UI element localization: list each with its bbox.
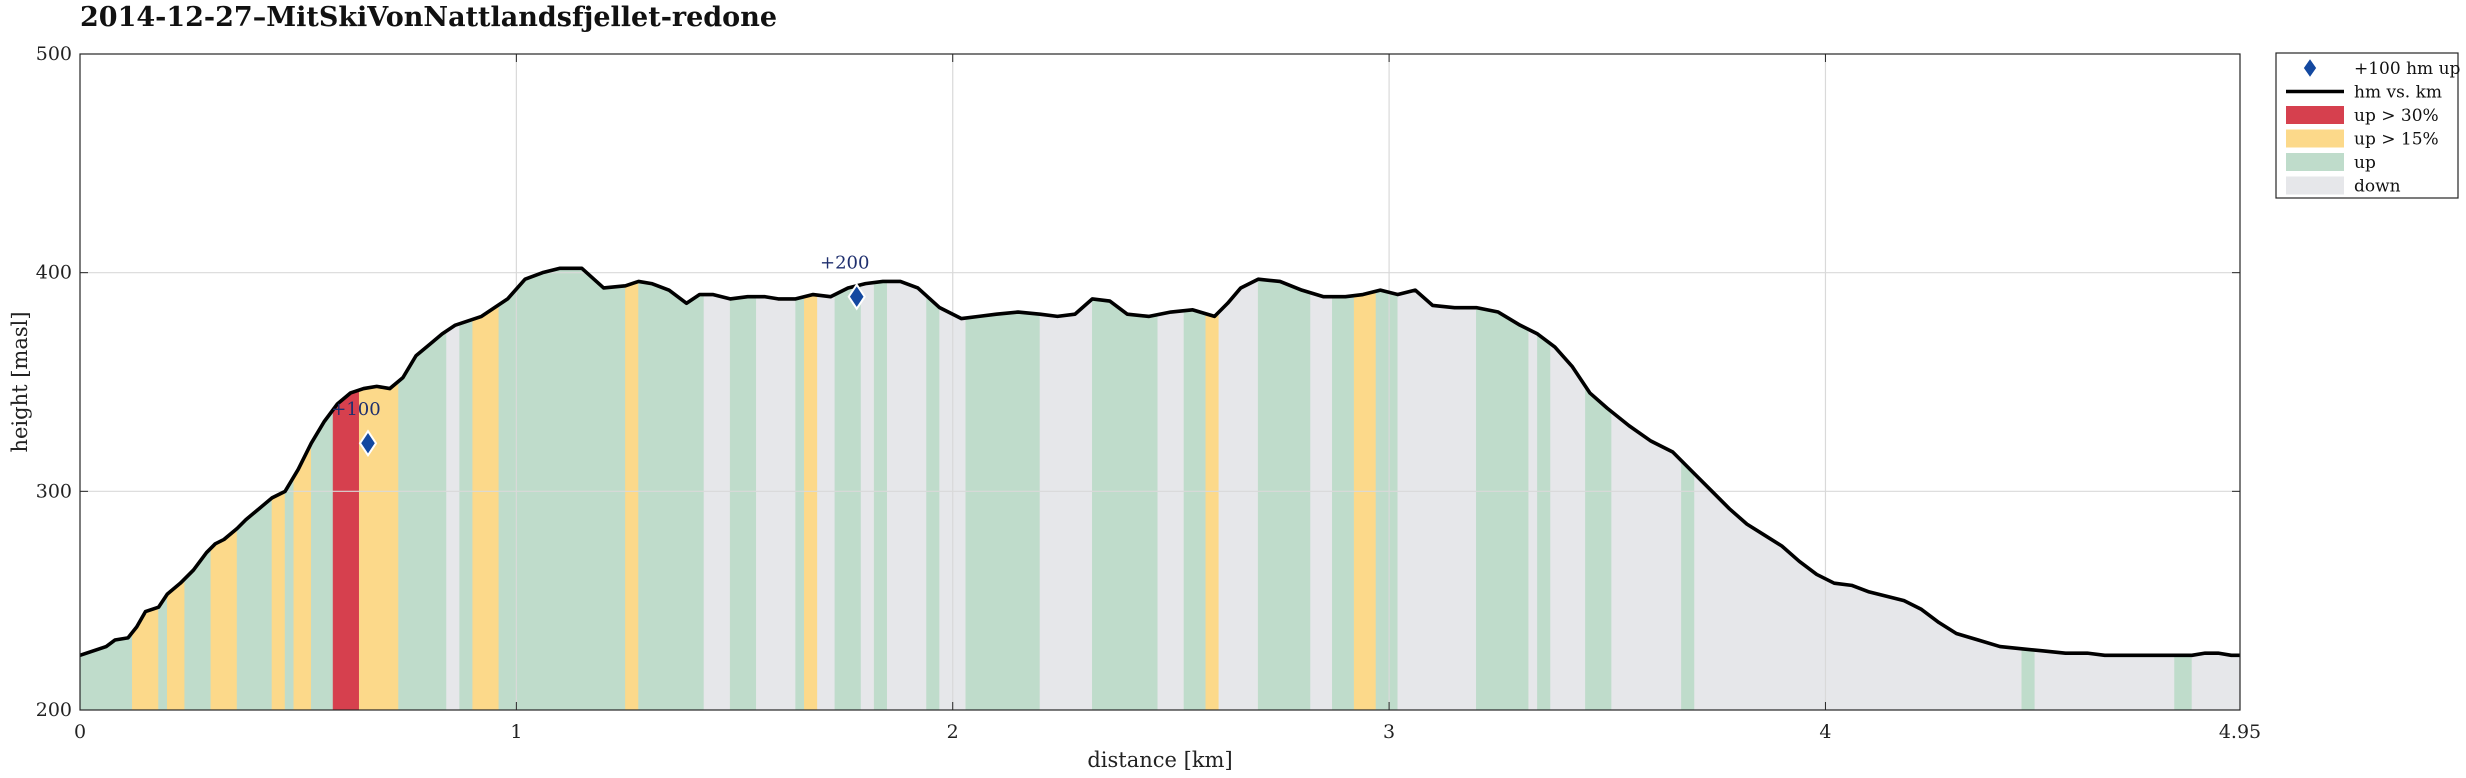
segment-up xyxy=(1585,385,1612,711)
segment-up xyxy=(1332,295,1355,711)
segment-down xyxy=(446,323,460,711)
segment-up xyxy=(236,497,273,711)
segment-up-30 xyxy=(332,389,360,711)
legend-label: up > 30% xyxy=(2354,106,2439,126)
segment-up xyxy=(965,311,1041,711)
y-tick-label: 300 xyxy=(36,480,72,502)
legend: +100 hm up hm vs. km up > 30% up > 15% up dow… xyxy=(2275,52,2461,199)
segment-down xyxy=(886,281,927,711)
segment-up xyxy=(310,408,334,711)
segment-up xyxy=(2174,655,2193,711)
segment-up xyxy=(1681,459,1695,711)
markers-group: +100 +200 xyxy=(331,253,869,458)
legend-box xyxy=(2275,52,2459,199)
segment-down xyxy=(1528,329,1538,711)
segment-up xyxy=(1257,278,1311,711)
segment-down xyxy=(1550,343,1586,711)
x-tick-label: 0 xyxy=(74,721,86,743)
segment-up xyxy=(459,318,474,711)
legend-swatch-up xyxy=(2286,153,2344,171)
segment-up xyxy=(398,330,447,711)
segment-down xyxy=(817,294,836,711)
axes: 0 1 2 3 4 4.95 200 300 400 500 distance [km] height… xyxy=(8,43,2261,772)
legend-swatch-up-15 xyxy=(2286,129,2344,148)
segment-up-15 xyxy=(166,578,186,711)
segment-up xyxy=(284,475,295,711)
segment-up-15 xyxy=(210,527,238,711)
segment-down xyxy=(1218,278,1259,711)
segment-up-15 xyxy=(625,280,639,711)
y-axis-label: height [masl] xyxy=(8,311,32,452)
segment-up-15 xyxy=(472,304,500,711)
segment-up-15 xyxy=(1205,311,1220,711)
segment-down xyxy=(2191,652,2241,711)
segment-up-15 xyxy=(804,294,818,711)
chart-title: 2014-12-27–MitSkiVonNattlandsfjellet-red… xyxy=(80,2,778,33)
axes-frame xyxy=(79,53,2241,711)
legend-label: down xyxy=(2354,177,2401,197)
segment-up xyxy=(873,281,888,711)
segment-down xyxy=(1157,310,1185,711)
segment-up xyxy=(926,295,940,711)
segment-up xyxy=(79,631,133,711)
segment-up xyxy=(1183,309,1207,711)
segment-down xyxy=(860,282,875,711)
segment-down xyxy=(703,294,731,711)
segment-up xyxy=(638,281,705,711)
y-tick-label: 500 xyxy=(36,43,72,65)
segment-down xyxy=(1039,298,1093,711)
segment-up xyxy=(834,284,862,711)
x-tick-label: 4.95 xyxy=(2219,721,2261,743)
segment-up xyxy=(1537,333,1551,711)
legend-label: hm vs. km xyxy=(2354,83,2442,103)
segment-down xyxy=(1310,292,1333,711)
legend-marker-swatch xyxy=(2302,56,2318,80)
legend-label: up xyxy=(2354,153,2376,173)
legend-swatch-down xyxy=(2286,176,2344,195)
y-tick-label: 200 xyxy=(36,699,72,721)
segment-up xyxy=(729,296,757,711)
segment-down xyxy=(2034,649,2175,711)
marker-label: +100 xyxy=(331,399,380,420)
grid-lines xyxy=(80,54,2240,710)
x-axis-label: distance [km] xyxy=(1087,748,1232,772)
segment-up xyxy=(2021,648,2036,711)
segment-up-15 xyxy=(358,380,399,711)
segment-up xyxy=(1375,289,1399,711)
legend-swatch-up-30 xyxy=(2286,106,2344,124)
segment-up xyxy=(158,593,168,711)
legend-label: +100 hm up xyxy=(2354,59,2461,79)
x-tick-label: 2 xyxy=(947,721,959,743)
y-tick-label: 400 xyxy=(36,262,72,284)
segment-up-15 xyxy=(293,443,312,711)
legend-label: up > 15% xyxy=(2354,130,2439,150)
segment-down xyxy=(1694,473,2023,711)
profile-line xyxy=(79,266,2240,658)
segment-up-15 xyxy=(271,490,286,711)
segment-up-15 xyxy=(132,606,159,711)
diamond-marker xyxy=(358,429,378,458)
segment-up xyxy=(795,296,805,711)
segment-down xyxy=(756,296,796,711)
segment-up-15 xyxy=(1353,290,1377,711)
segment-up xyxy=(1092,298,1159,711)
marker-label: +200 xyxy=(820,253,869,274)
segment-down xyxy=(1397,289,1477,711)
x-tick-label: 3 xyxy=(1383,721,1395,743)
x-tick-label: 1 xyxy=(510,721,522,743)
segment-down xyxy=(1611,411,1682,711)
segment-up xyxy=(1476,307,1530,711)
profile-line-group xyxy=(79,266,2240,658)
x-tick-label: 4 xyxy=(1819,721,1831,743)
diamond-marker xyxy=(847,282,866,311)
segment-up xyxy=(498,267,626,711)
gradient-bands xyxy=(79,267,2241,711)
